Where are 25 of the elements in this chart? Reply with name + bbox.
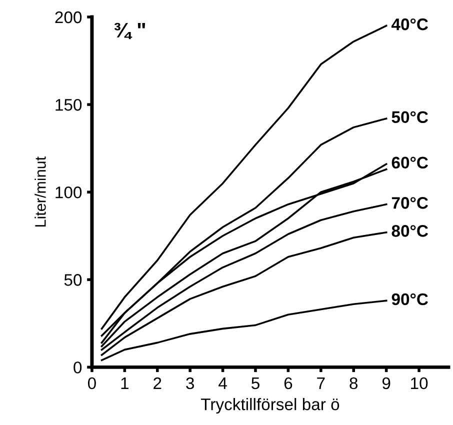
x-tick-label: 1 (121, 378, 128, 389)
x-axis-title: Trycktillförsel bar ö (200, 398, 340, 414)
x-tick-label: 2 (154, 377, 162, 389)
x-tick-label: 8 (350, 377, 358, 390)
series-label: 90°C (392, 293, 428, 306)
x-tick-label: 10 (411, 377, 428, 390)
x-tick-label: 4 (218, 378, 227, 389)
y-axis-title: Liter/minut (34, 156, 46, 227)
x-tick-label: 0 (88, 377, 96, 390)
x-tick-label: 9 (382, 377, 390, 390)
x-tick-label: 3 (186, 377, 194, 390)
series-label: 50°C (392, 111, 428, 124)
y-tick-label: 0 (74, 362, 82, 374)
x-tick-label: 7 (317, 378, 325, 389)
y-tick-label: 200 (55, 11, 82, 24)
annotation: ¾ " (114, 22, 146, 40)
series-label: 80°C (392, 225, 428, 237)
y-tick-label: 50 (64, 274, 82, 286)
y-tick-label: 150 (56, 98, 82, 111)
x-tick-label: 6 (284, 377, 292, 390)
series-label: 70°C (392, 197, 428, 209)
y-tick-label: 100 (56, 186, 82, 198)
series-label: 40°C (391, 18, 428, 30)
series-label: 60°C (392, 156, 428, 169)
x-tick-label: 5 (252, 378, 260, 390)
